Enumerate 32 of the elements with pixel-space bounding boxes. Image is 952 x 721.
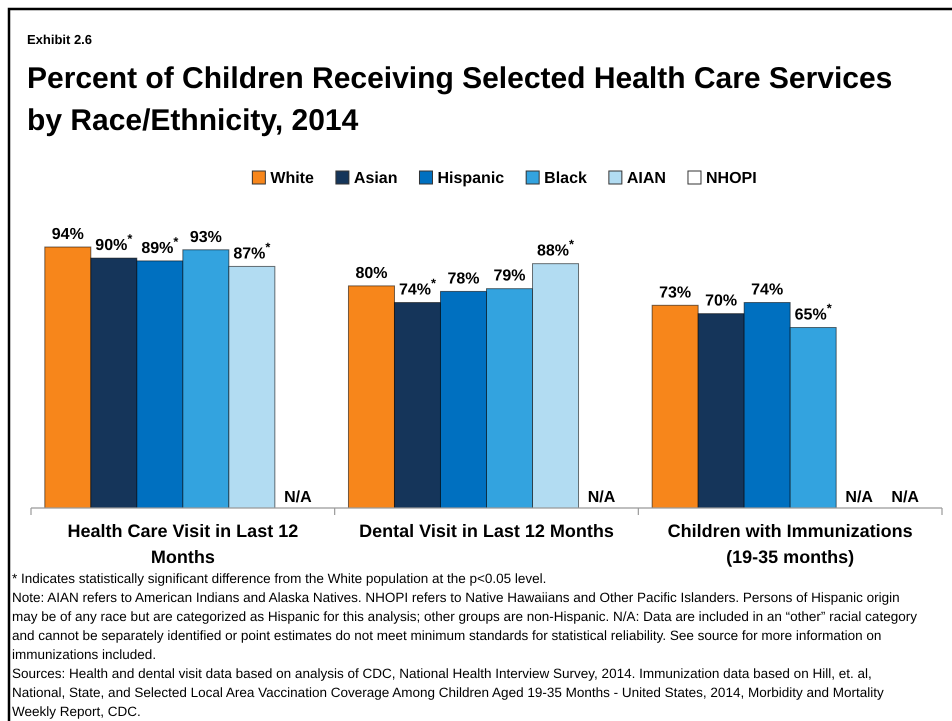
x-tick-label: Children with Immunizations (19-35 months) [668, 521, 913, 567]
data-label: 79% [493, 268, 526, 285]
data-label: 70% [705, 292, 738, 310]
data-label: 94% [52, 226, 84, 243]
source-note: Sources: Health and dental visit data based on analysis of CDC, National Health Interview Survey, 2014. Immunization data based on Hill, et. al, National, State, and Selected Local Area Vaccination Coverage Among Children Aged 19-35 Months - United States, 2014, Morbidity and Mortality Weekly Report, CDC. [12, 666, 884, 719]
data-label: 90%$^{*}$ [95, 230, 132, 254]
data-label: 87%$^{*}$ [233, 238, 270, 262]
legend-label: Hispanic [437, 170, 504, 187]
legend-label: NHOPI [706, 170, 757, 187]
text: Note: AIAN refers to American Indians and Alaska Natives. NHOPI refers to Native Hawaiians and Other Pacific Islanders. Persons of Hispanic origin may be of any race but are categorized as Hispanic for this analysis; other groups are non-Hispanic. N/A: Data are included in an “other” racial category and cannot be separately identified or point estimates do not meet minimum standards for statistical reliability. See source for more information on immunizations included. [12, 590, 918, 662]
text: N/A [845, 489, 873, 506]
data-label: 73% [659, 284, 692, 302]
x-tick-label: Dental Visit in Last 12 Months [359, 521, 614, 541]
data-label: 74% [751, 282, 784, 299]
legend-label: Asian [354, 170, 398, 187]
legend-label: White [270, 170, 314, 187]
text: N/A [891, 489, 919, 506]
text: N/A [284, 489, 312, 506]
legend-label: AIAN [626, 170, 666, 187]
chart-subtitle: Exhibit 2.6 [27, 32, 92, 47]
data-label: 74%$^{*}$ [398, 275, 436, 299]
text: N/A [588, 489, 616, 506]
data-label: 65%$^{*}$ [794, 300, 832, 324]
legend-label: Black [544, 170, 587, 187]
data-label: 89%$^{*}$ [141, 233, 178, 257]
data-label: 88%$^{*}$ [537, 236, 574, 260]
data-label: 93% [190, 228, 222, 246]
chart-title: Percent of Children Receiving Selected Health Care Services by Race/Ethnicity, 2014 [27, 62, 892, 137]
x-tick-label: Health Care Visit in Last 12 Months [67, 521, 298, 567]
text: * Indicates statistically significant difference from the White population at the p<0.05 level. [12, 571, 546, 586]
data-label: 78% [447, 270, 480, 288]
data-label: 80% [355, 264, 388, 282]
